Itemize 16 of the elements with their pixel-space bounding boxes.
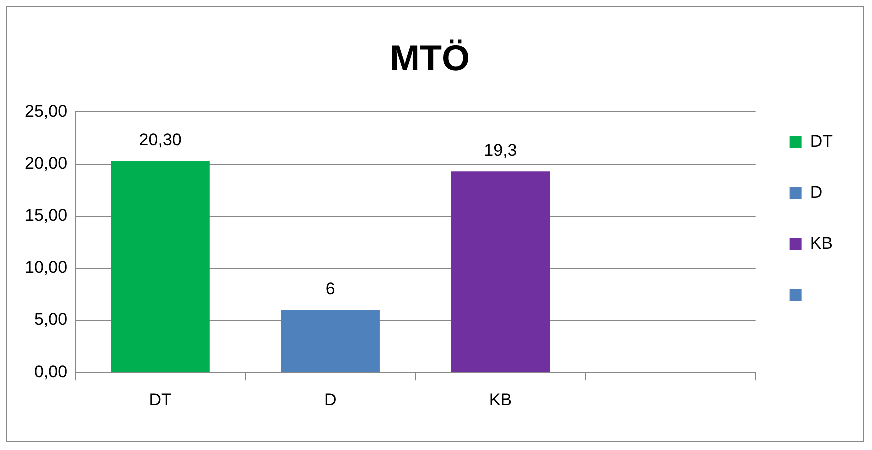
y-tick-label: 0,00 (34, 362, 68, 382)
x-tick-label: D (324, 390, 337, 410)
y-tick-label: 20,00 (24, 154, 68, 173)
y-tick-label: 5,00 (34, 310, 68, 330)
legend-label: KB (810, 234, 834, 254)
data-label: 19,3 (484, 140, 518, 160)
legend-label: DT (810, 132, 833, 152)
x-tick-label: DT (149, 390, 172, 410)
x-tick-label: KB (489, 390, 512, 410)
data-label: 20,30 (139, 130, 182, 150)
data-label: 6 (326, 279, 336, 298)
y-tick-label: 10,00 (24, 258, 68, 278)
y-tick-label: 25,00 (24, 102, 68, 121)
legend-label: D (810, 183, 823, 202)
chart-title: MTÖ (390, 38, 470, 79)
y-tick-label: 15,00 (24, 206, 68, 226)
